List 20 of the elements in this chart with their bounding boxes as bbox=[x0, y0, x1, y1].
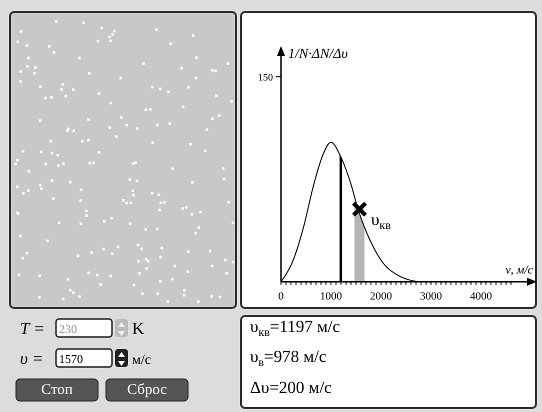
x-tick-label: 3000 bbox=[420, 290, 442, 303]
x-tick-label: 4000 bbox=[470, 290, 492, 303]
text: υ = bbox=[20, 349, 44, 368]
x-tick-label: 0 bbox=[278, 290, 284, 303]
text: K bbox=[132, 319, 145, 338]
x-tick-label: 1000 bbox=[320, 290, 342, 303]
text: 1/N·ΔN/Δυ bbox=[288, 47, 348, 62]
text: υ$_{в}$=978 м/с bbox=[250, 347, 327, 369]
text: м/с bbox=[132, 353, 151, 368]
x-axis-title: ν, м/с bbox=[505, 262, 534, 277]
text: υ$_{кв}$=1197 м/с bbox=[250, 317, 341, 339]
text: Сброс bbox=[127, 382, 168, 398]
text: Δυ=200 м/с bbox=[250, 378, 332, 397]
text: 230 bbox=[59, 322, 77, 336]
text: 150 bbox=[258, 72, 273, 84]
text: 1570 bbox=[59, 352, 83, 366]
x-tick-label: 2000 bbox=[370, 290, 392, 303]
text: Стоп bbox=[41, 382, 73, 398]
annotation: υ$_{кв}$ bbox=[371, 210, 392, 232]
text: T = bbox=[20, 319, 45, 338]
